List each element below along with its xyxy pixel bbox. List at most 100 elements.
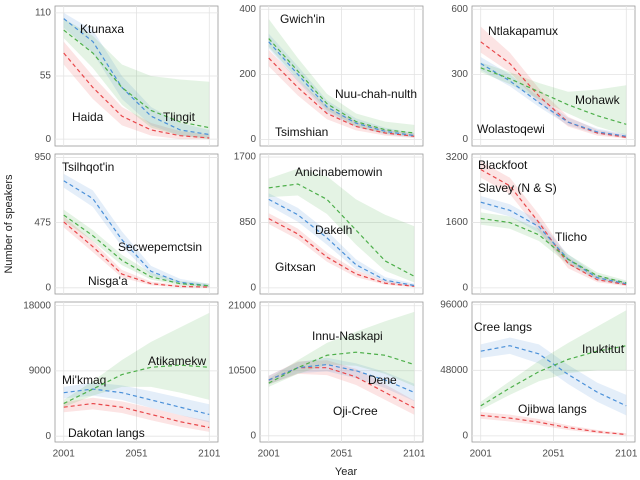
series-label: Ntlakapamux xyxy=(488,24,558,38)
series-label: Haida xyxy=(72,110,104,124)
y-tick-label: 110 xyxy=(35,8,51,19)
series-label: Tlingit xyxy=(163,110,196,124)
y-tick-label: 55 xyxy=(40,71,52,82)
series-label: Nuu-chah-nulth xyxy=(335,87,417,101)
y-tick-label: 600 xyxy=(451,4,468,15)
line xyxy=(480,217,627,284)
confidence-band xyxy=(63,397,210,432)
confidence-band xyxy=(480,212,627,286)
y-tick-label: 475 xyxy=(34,217,51,228)
confidence-band xyxy=(63,209,210,287)
confidence-band xyxy=(63,18,210,140)
series-label: Tlicho xyxy=(555,230,587,244)
y-tick-label: 96000 xyxy=(440,299,468,310)
line xyxy=(268,363,415,393)
line xyxy=(63,388,210,416)
confidence-band xyxy=(480,337,627,416)
confidence-band xyxy=(268,357,415,402)
confidence-band xyxy=(480,411,627,436)
line xyxy=(268,41,415,137)
series-label: Secwepemctsin xyxy=(118,240,202,254)
x-tick-label: 2101 xyxy=(615,449,638,460)
line xyxy=(268,198,415,287)
y-tick-label: 0 xyxy=(45,282,51,293)
y-tick-label: 1600 xyxy=(446,217,469,228)
series-label: Mi'kmaq xyxy=(62,373,106,387)
line xyxy=(480,414,627,436)
series-label: Innu-Naskapi xyxy=(312,329,383,343)
y-tick-label: 300 xyxy=(451,69,468,80)
y-tick-label: 3200 xyxy=(446,152,469,163)
y-tick-label: 21000 xyxy=(228,300,256,311)
confidence-band xyxy=(480,196,627,286)
x-tick-label: 2051 xyxy=(542,449,565,460)
line xyxy=(480,63,627,137)
y-tick-label: 200 xyxy=(239,69,256,80)
line xyxy=(63,29,210,129)
line xyxy=(268,351,415,384)
series-label: Blackfoot xyxy=(478,158,528,172)
confidence-band xyxy=(268,360,415,415)
y-tick-label: 10500 xyxy=(228,365,256,376)
series-label: Wolastoqewi xyxy=(477,122,545,136)
y-tick-label: 0 xyxy=(462,134,468,145)
confidence-band xyxy=(63,12,210,138)
line xyxy=(268,367,415,409)
y-tick-label: 1700 xyxy=(234,152,257,163)
series-label: Dakotan langs xyxy=(68,426,145,440)
series-label: Gwich'in xyxy=(280,12,325,26)
confidence-band xyxy=(480,310,627,410)
y-tick-label: 0 xyxy=(250,430,256,441)
y-axis-label: Number of speakers xyxy=(3,174,15,274)
y-tick-label: 0 xyxy=(250,134,256,145)
y-tick-label: 850 xyxy=(239,217,256,228)
series-label: Anicinabemowin xyxy=(295,165,382,179)
line xyxy=(480,201,627,285)
y-tick-label: 48000 xyxy=(440,365,468,376)
confidence-band xyxy=(63,216,210,288)
line xyxy=(63,402,210,429)
series-label: Dene xyxy=(368,373,397,387)
confidence-band xyxy=(63,173,210,287)
series-label: Ojibwa langs xyxy=(518,402,587,416)
x-tick-label: 2101 xyxy=(403,449,426,460)
series-label: Mohawk xyxy=(575,93,621,107)
y-tick-label: 950 xyxy=(34,152,51,163)
line xyxy=(480,345,627,407)
series-label: Oji-Cree xyxy=(333,404,378,418)
y-tick-label: 0 xyxy=(45,134,51,145)
y-tick-label: 9000 xyxy=(29,366,52,377)
series-label: Gitxsan xyxy=(275,260,316,274)
series-label: Dakelh xyxy=(315,223,352,237)
confidence-band xyxy=(480,161,627,287)
series-label: Slavey (N & S) xyxy=(478,181,557,195)
y-tick-label: 0 xyxy=(250,282,256,293)
confidence-band xyxy=(268,19,415,137)
y-tick-label: 18000 xyxy=(23,300,51,311)
x-tick-label: 2001 xyxy=(470,449,493,460)
x-tick-label: 2001 xyxy=(53,449,76,460)
series-label: Atikamekw xyxy=(148,354,206,368)
line xyxy=(268,38,415,134)
y-tick-label: 0 xyxy=(45,431,51,442)
line xyxy=(63,180,210,287)
y-tick-label: 400 xyxy=(239,4,256,15)
line xyxy=(268,218,415,287)
line xyxy=(63,52,210,139)
line xyxy=(63,18,210,136)
confidence-band xyxy=(63,312,210,408)
confidence-band xyxy=(268,49,415,139)
x-tick-label: 2051 xyxy=(125,449,148,460)
line xyxy=(63,221,210,288)
x-tick-label: 2051 xyxy=(330,449,353,460)
series-label: Inuktitut xyxy=(582,342,625,356)
line xyxy=(480,41,627,138)
line xyxy=(63,214,210,287)
series-label: Cree langs xyxy=(474,320,532,334)
line xyxy=(268,183,415,277)
y-tick-label: 0 xyxy=(462,283,468,294)
line xyxy=(480,345,627,407)
confidence-band xyxy=(63,382,210,423)
series-label: Tsimshian xyxy=(275,125,328,139)
